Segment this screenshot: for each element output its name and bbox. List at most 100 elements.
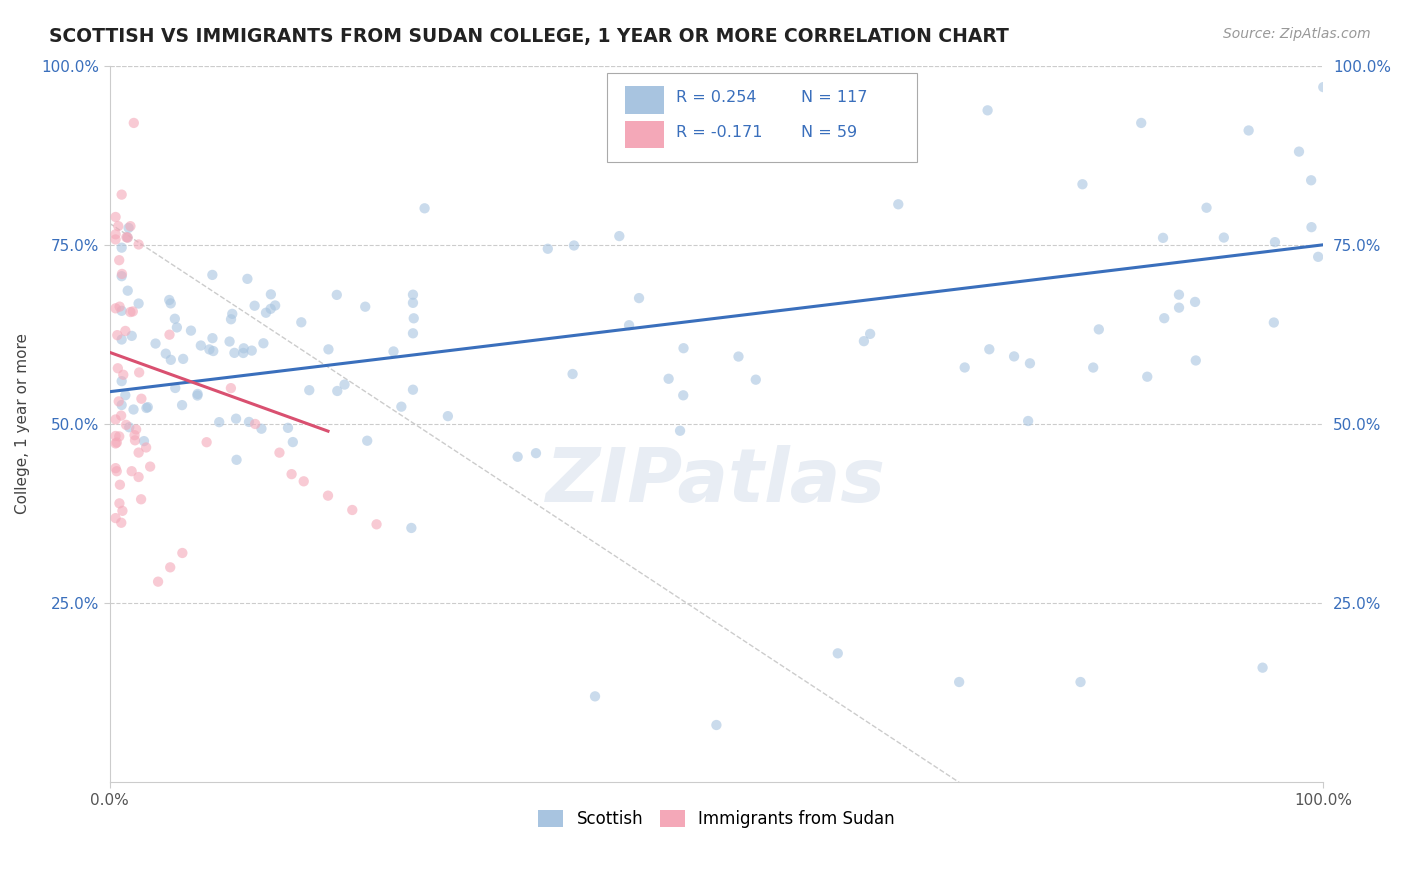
Point [108, 477, 131, 491]
Point [121, 304, 143, 318]
Point [105, 328, 128, 343]
Point [195, 435, 218, 450]
Point [108, 300, 131, 314]
Point [1168, 301, 1191, 315]
Point [157, 293, 180, 307]
Point [1088, 322, 1111, 336]
Point [887, 197, 910, 211]
Point [401, 521, 423, 535]
Point [111, 333, 134, 347]
Point [219, 312, 242, 326]
Point [146, 574, 169, 589]
Point [135, 401, 157, 415]
Point [402, 287, 425, 301]
Point [132, 434, 155, 449]
Point [607, 229, 630, 244]
Point [117, 230, 139, 244]
Point [104, 232, 127, 246]
Point [117, 284, 139, 298]
Point [124, 428, 146, 442]
Point [953, 360, 976, 375]
Point [658, 372, 681, 386]
Point [128, 296, 150, 310]
Point [159, 296, 181, 310]
Point [159, 352, 181, 367]
Point [224, 346, 246, 360]
Point [190, 338, 212, 352]
Point [111, 374, 134, 388]
Point [669, 424, 692, 438]
Point [1070, 675, 1092, 690]
Point [706, 718, 728, 732]
Point [1237, 123, 1260, 137]
Point [562, 238, 585, 252]
Point [104, 511, 127, 525]
Point [104, 227, 127, 242]
Point [1301, 220, 1323, 235]
Point [121, 329, 143, 343]
Point [269, 445, 291, 459]
Point [716, 95, 738, 109]
Point [1212, 230, 1234, 244]
Point [155, 346, 177, 360]
Point [105, 435, 128, 450]
Point [859, 326, 882, 341]
Text: N = 117: N = 117 [801, 90, 868, 105]
Point [561, 367, 583, 381]
Point [727, 350, 749, 364]
Point [218, 334, 240, 349]
Point [1263, 316, 1285, 330]
Point [159, 560, 181, 574]
Point [104, 429, 127, 443]
Text: R = 0.254: R = 0.254 [676, 90, 756, 105]
Point [108, 253, 131, 268]
Point [122, 116, 145, 130]
FancyBboxPatch shape [626, 120, 664, 148]
Point [1071, 178, 1094, 192]
Point [672, 388, 695, 402]
Point [125, 422, 148, 436]
Point [104, 461, 127, 475]
Point [298, 383, 321, 397]
Point [107, 219, 129, 234]
Point [145, 336, 167, 351]
Point [110, 516, 132, 530]
Point [537, 242, 560, 256]
Point [128, 445, 150, 459]
Text: N = 59: N = 59 [801, 125, 858, 140]
Point [208, 415, 231, 429]
Point [240, 343, 263, 358]
Point [290, 315, 312, 329]
FancyBboxPatch shape [626, 87, 664, 113]
Point [1130, 116, 1153, 130]
Point [318, 343, 340, 357]
Point [745, 373, 768, 387]
Point [108, 496, 131, 510]
Point [232, 346, 254, 360]
Point [121, 464, 143, 478]
Point [326, 384, 349, 398]
Point [238, 415, 260, 429]
Point [128, 470, 150, 484]
Point [1184, 353, 1206, 368]
Point [402, 296, 425, 310]
Point [1184, 294, 1206, 309]
Point [1312, 80, 1334, 95]
Point [111, 241, 134, 255]
Point [333, 377, 356, 392]
Point [879, 141, 901, 155]
Point [948, 675, 970, 690]
Point [342, 503, 364, 517]
Point [111, 303, 134, 318]
Point [827, 646, 849, 660]
Point [402, 326, 425, 341]
Point [105, 464, 128, 478]
Point [135, 441, 157, 455]
Point [139, 459, 162, 474]
Point [1264, 235, 1286, 249]
Point [1083, 360, 1105, 375]
Point [111, 187, 134, 202]
Point [136, 400, 159, 414]
Point [163, 311, 186, 326]
Point [117, 220, 139, 235]
